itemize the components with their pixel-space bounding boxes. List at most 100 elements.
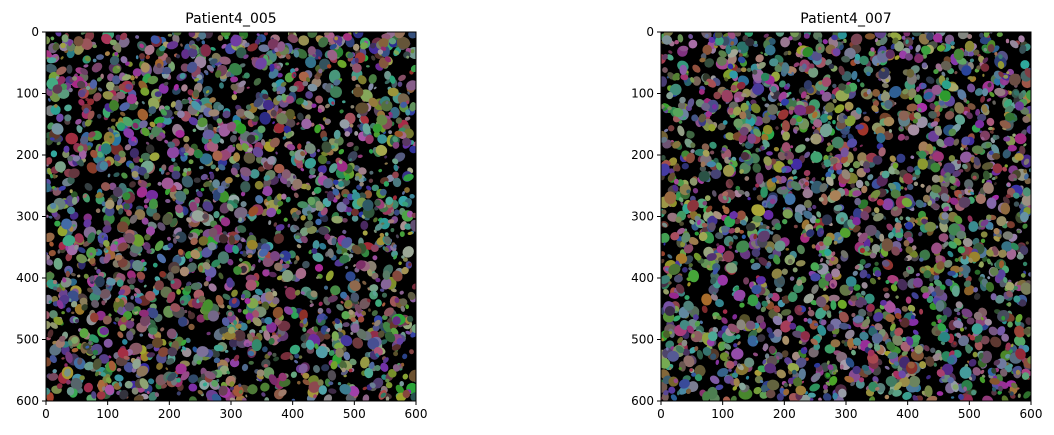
cell-mask [60,56,64,60]
cell-mask [108,313,112,317]
cell-mask [773,305,781,313]
cell-mask [351,75,357,81]
cell-mask [274,47,279,53]
cell-mask [382,302,386,307]
cell-mask [294,67,299,72]
cell-mask [247,147,253,153]
cell-mask [690,330,703,343]
cell-mask [302,80,309,87]
cell-mask [143,241,151,251]
cell-mask [344,265,349,270]
cell-mask [147,75,159,85]
cell-mask [48,98,51,102]
cell-mask [154,240,164,252]
cell-mask [313,186,322,194]
cell-mask [186,281,191,287]
cell-mask [83,219,92,228]
cell-mask [238,217,243,222]
cell-mask [381,100,393,112]
cell-mask [980,238,986,244]
cell-mask [76,253,87,264]
cell-mask [219,56,231,65]
cell-mask [165,358,175,365]
cell-mask [375,353,380,358]
cell-mask [405,330,411,335]
cell-mask [110,118,116,122]
cell-mask [268,271,277,278]
cell-mask [360,42,368,50]
cell-mask [146,249,152,254]
cell-mask [113,321,117,325]
cell-mask [385,196,394,205]
cell-mask [247,350,255,357]
cell-mask [668,386,676,394]
cell-mask [267,38,280,50]
cell-mask [79,297,88,305]
cell-mask [140,62,150,73]
cell-mask [230,167,238,176]
cell-mask [409,145,416,154]
cell-mask [77,357,83,365]
cell-mask [84,119,92,127]
cell-mask [92,44,97,49]
cell-mask [175,190,187,202]
cell-mask [65,132,78,145]
cell-mask [217,190,230,203]
cell-mask [337,59,347,68]
cell-mask [170,265,180,274]
cell-mask [272,297,280,305]
cell-mask [334,318,341,325]
cell-mask [81,38,93,50]
cell-mask [134,297,143,304]
cell-mask [864,293,875,304]
cell-mask [300,167,305,172]
cell-mask [202,201,214,212]
cell-mask [324,103,331,109]
cell-mask [679,221,684,226]
cell-mask [100,182,111,191]
cell-mask [132,234,145,247]
cell-mask [46,387,51,395]
cell-mask [354,311,358,316]
cell-mask [129,181,136,188]
cell-mask [109,39,117,46]
cell-mask [115,34,122,41]
cell-mask [92,358,102,370]
cell-mask [373,217,378,223]
cell-mask [148,198,158,210]
cell-mask [60,42,66,49]
cell-mask [304,157,317,169]
cell-mask [295,255,300,261]
cell-mask [50,202,57,209]
cell-mask [392,244,397,249]
cell-mask [244,298,251,304]
cell-mask [89,79,98,89]
cell-mask [188,374,199,384]
cell-mask [200,173,208,181]
cell-mask [283,306,293,315]
cell-mask [152,212,161,221]
cell-mask [138,309,149,318]
cell-mask [213,211,220,219]
cell-mask [286,180,291,188]
cell-mask [862,111,867,115]
cell-mask [154,91,162,98]
cell-mask [286,143,296,151]
cell-mask [747,197,751,201]
cell-mask [294,235,300,240]
cell-mask [131,387,139,395]
cell-mask [91,355,96,359]
cell-mask [88,257,96,265]
cell-mask [134,75,138,79]
cell-mask [165,56,172,64]
cell-mask [374,319,381,327]
cell-mask [181,99,190,105]
cell-mask [340,335,353,347]
cell-mask [254,180,264,190]
cell-mask [180,147,186,153]
cell-mask [165,172,170,176]
cell-mask [258,258,261,263]
cell-mask [132,122,139,129]
cell-mask [208,227,218,238]
cell-mask [152,337,163,348]
